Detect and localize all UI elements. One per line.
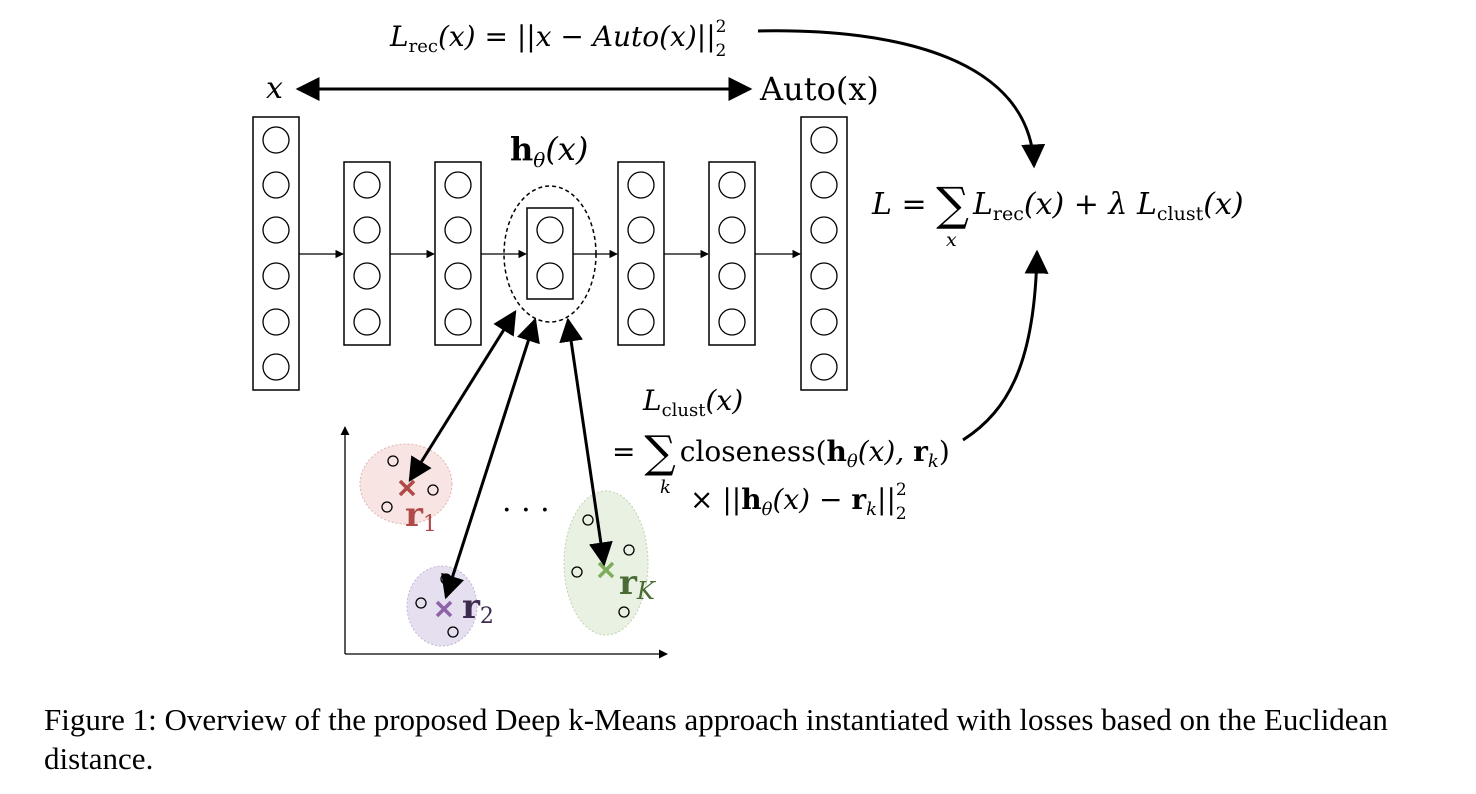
- cluster-1: r1: [359, 443, 453, 537]
- centroid-1-marker: [398, 479, 416, 497]
- figure-caption: Figure 1: Overview of the proposed Deep …: [44, 702, 1388, 776]
- reconstruction-loss-formula: Lrec(x) = ||x − Auto(x)||2 2: [389, 17, 726, 61]
- arrow-to-centroid-2: [441, 317, 540, 600]
- svg-text:× ||hθ(x) − rk||22: × ||hθ(x) − rk||2 2: [690, 480, 907, 524]
- total-loss-formula: L = ∑ Lrec(x) + λ Lclust(x) x: [871, 177, 1244, 251]
- clust-to-total-arrow: [962, 249, 1049, 442]
- centroid-k-label: rK: [619, 563, 657, 605]
- arrow-to-centroid-k: [559, 317, 613, 567]
- cluster-2: r2: [406, 565, 494, 647]
- embedding-space-axes: [340, 426, 668, 659]
- embedding-label: hθ(x): [510, 130, 588, 172]
- clustering-loss-formula: Lclust(x) = ∑ closeness(hθ(x), rk) k × ||…: [612, 384, 950, 524]
- svg-text:k: k: [660, 477, 671, 498]
- layer-decoder-2: [708, 161, 756, 346]
- embedding-centroid-arrows: [408, 309, 613, 600]
- svg-text:Lclust(x): Lclust(x): [642, 384, 743, 421]
- centroid-2-marker: [435, 600, 453, 618]
- layer-encoder-2: [434, 161, 482, 346]
- layer-decoder-1: [617, 161, 665, 346]
- autoencoder: [252, 116, 848, 391]
- layer-encoder-1: [343, 161, 391, 346]
- layer-input: [252, 116, 300, 391]
- output-label: Auto(x): [759, 70, 879, 108]
- centroid-1-label: r1: [405, 495, 437, 537]
- svg-text:= ∑closeness(hθ(x), rk): = ∑ closeness(hθ(x), rk): [612, 427, 950, 478]
- layer-output: [800, 116, 848, 391]
- svg-text:L = ∑Lrec(x) + λ Lclust(x): L = ∑ Lrec(x) + λ Lclust(x): [871, 177, 1244, 231]
- arrow-to-centroid-1: [408, 309, 517, 483]
- input-label: x: [266, 71, 283, 106]
- svg-text:x: x: [946, 229, 957, 251]
- rec-to-total-arrow: [757, 29, 1046, 169]
- centroid-2-label: r2: [462, 587, 494, 629]
- clusters-ellipsis: · · ·: [502, 493, 550, 528]
- cluster-k: rK: [563, 490, 657, 636]
